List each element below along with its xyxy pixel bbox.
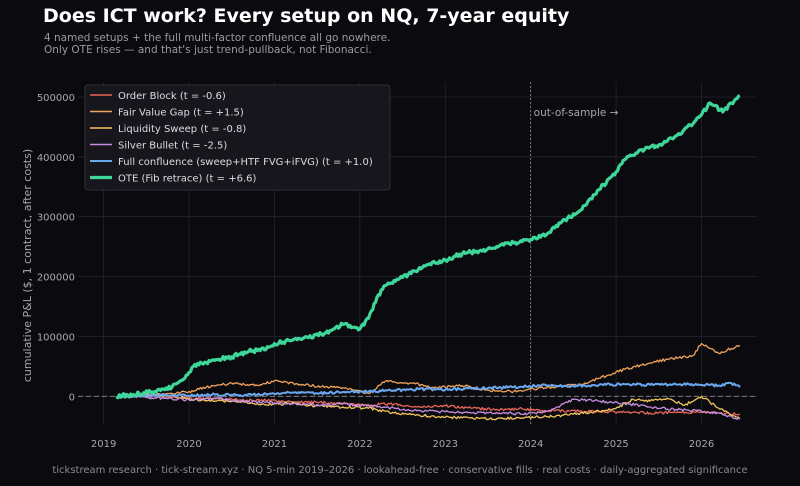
series-line-0 [120,393,741,416]
x-tick-label: 2023 [433,439,458,450]
legend-label: Fair Value Gap (t = +1.5) [118,108,244,119]
x-tick-label: 2022 [347,439,372,450]
x-tick-label: 2024 [518,439,543,450]
y-tick-label: 300000 [37,213,75,224]
footer-credits: tickstream research · tick-stream.xyz · … [52,465,748,476]
legend-label: Full confluence (sweep+HTF FVG+iFVG) (t … [118,157,373,168]
y-tick-label: 500000 [37,93,75,104]
legend-label: OTE (Fib retrace) (t = +6.6) [118,174,256,185]
y-tick-label: 0 [69,392,75,403]
x-tick-label: 2026 [689,439,714,450]
x-tick-label: 2019 [91,439,116,450]
y-tick-label: 200000 [37,273,75,284]
chart-subtitle: 4 named setups + the full multi-factor c… [44,32,390,56]
legend-label: Order Block (t = -0.6) [118,91,226,102]
legend-box [84,84,391,191]
chart-title: Does ICT work? Every setup on NQ, 7-year… [43,5,570,27]
series-line-5 [115,94,741,400]
y-axis-ticks: 0 100000 200000 300000 400000 500000 [37,93,75,403]
series-line-2 [120,392,741,421]
x-tick-label: 2025 [603,439,628,450]
subtitle-line-2: Only OTE rises — and that's just trend-p… [44,44,372,56]
legend-label: Silver Bullet (t = -2.5) [118,141,227,152]
x-tick-label: 2020 [176,439,201,450]
series-lines [115,94,741,421]
legend-label: Liquidity Sweep (t = -0.8) [118,124,246,135]
series-line-3 [120,394,741,421]
y-axis-label: cumulative P&L ($, 1 contract, after cos… [21,149,34,382]
oos-marker: out-of-sample → [530,82,619,425]
x-tick-label: 2021 [262,439,287,450]
y-tick-label: 100000 [37,332,75,343]
subtitle-line-1: 4 named setups + the full multi-factor c… [44,32,391,44]
y-tick-label: 400000 [37,153,75,164]
x-axis-ticks: 2019 2020 2021 2022 2023 2024 2025 2026 [91,439,714,450]
series-line-4 [120,381,741,399]
legend: Order Block (t = -0.6) Fair Value Gap (t … [84,84,391,191]
oos-label: out-of-sample → [534,107,619,119]
